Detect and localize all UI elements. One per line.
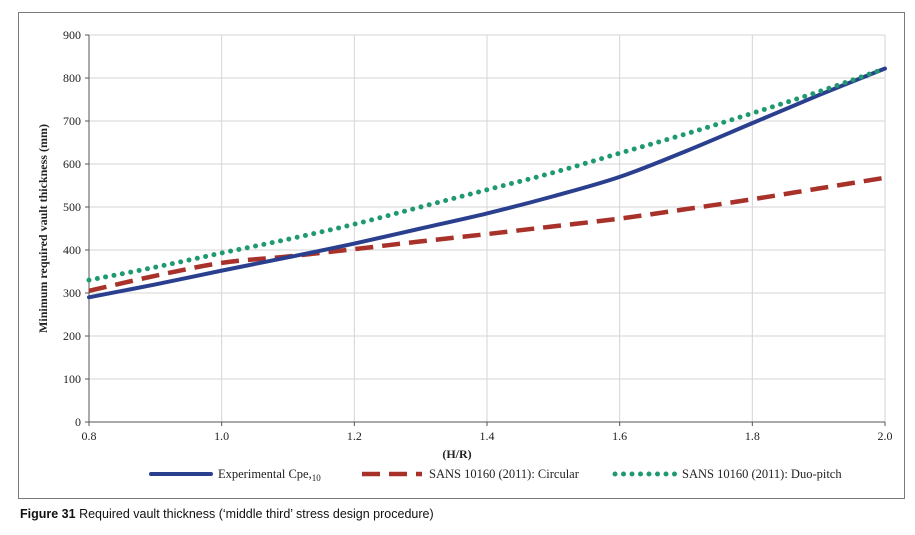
x-tick-label: 1.0 [214,429,229,443]
y-tick-label: 0 [75,415,81,429]
x-tick-label: 0.8 [82,429,97,443]
y-tick-label: 100 [63,372,81,386]
series-lines [86,66,888,300]
x-tick-label: 1.4 [480,429,495,443]
series-line-3 [86,66,888,283]
series-line-1 [87,66,887,300]
figure-caption: Figure 31 Required vault thickness (‘mid… [20,507,434,521]
y-tick-label: 200 [63,329,81,343]
series-line-2 [88,175,886,294]
y-tick-label: 800 [63,71,81,85]
axes: 0 100 200 300 400 500 600 700 800 900 0.8 1.0 1.2 1.4… [36,28,893,461]
legend-label-3: SANS 10160 (2011): Duo-pitch [682,467,842,481]
x-axis-title: (H/R) [442,447,471,461]
y-tick-label: 700 [63,114,81,128]
y-tick-label: 300 [63,286,81,300]
legend: Experimental Cpe,10 SANS 10160 (2011): Ci… [149,467,842,483]
y-tick-label: 900 [63,28,81,42]
grid [88,34,886,423]
y-tick-label: 400 [63,243,81,257]
x-tick-label: 1.2 [347,429,362,443]
figure-caption-text: Required vault thickness (‘middle third’… [79,507,434,521]
legend-label-1: Experimental Cpe,10 [218,467,321,483]
y-axis-title: Minimum required vault thickness (mm) [36,124,50,333]
y-tick-label: 600 [63,157,81,171]
legend-label-2: SANS 10160 (2011): Circular [429,467,580,481]
figure-label: Figure 31 [20,507,76,521]
x-tick-label: 2.0 [878,429,893,443]
x-tick-label: 1.8 [745,429,760,443]
chart-frame: 0 100 200 300 400 500 600 700 800 900 0.8 1.0 1.2 1.4… [18,12,905,499]
x-tick-label: 1.6 [612,429,627,443]
y-tick-label: 500 [63,200,81,214]
legend-label-subscript: 10 [312,473,322,483]
line-chart: 0 100 200 300 400 500 600 700 800 900 0.8 1.0 1.2 1.4… [36,28,893,483]
